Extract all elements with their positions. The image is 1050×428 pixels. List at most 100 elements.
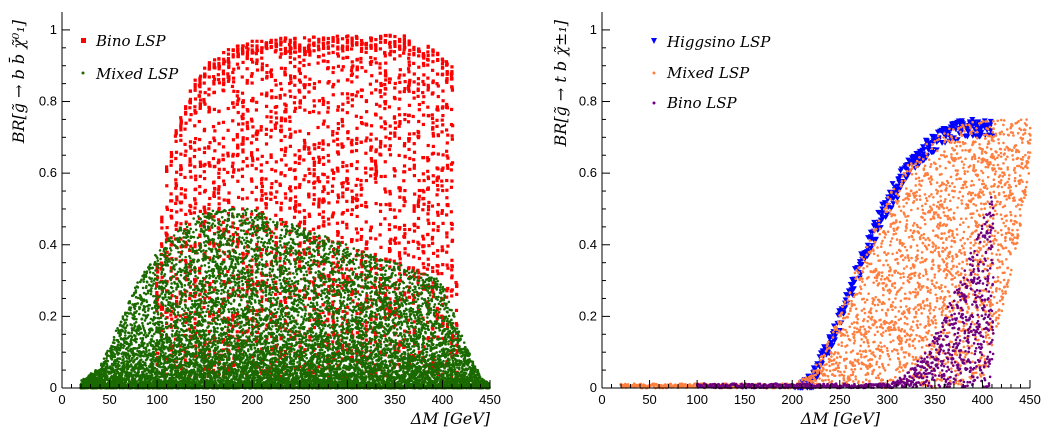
point	[374, 317, 378, 321]
point	[374, 102, 379, 106]
point	[183, 153, 187, 157]
point	[445, 188, 449, 192]
point	[359, 183, 363, 187]
point	[341, 348, 345, 352]
point	[297, 69, 301, 73]
point	[226, 48, 231, 52]
point	[251, 360, 255, 364]
point	[341, 210, 345, 215]
point	[174, 139, 178, 143]
point	[307, 195, 311, 199]
point	[350, 104, 354, 108]
point	[335, 200, 340, 204]
point	[426, 114, 430, 118]
point	[374, 45, 378, 49]
point	[355, 67, 359, 71]
point	[322, 119, 326, 123]
point	[227, 75, 231, 79]
point	[165, 207, 169, 212]
point	[374, 162, 378, 166]
point	[275, 190, 279, 194]
point	[217, 175, 221, 180]
point	[422, 178, 426, 183]
point	[354, 320, 359, 324]
point	[407, 266, 411, 270]
point	[431, 80, 435, 85]
point	[188, 157, 192, 161]
point	[327, 222, 331, 226]
point	[454, 280, 458, 285]
point	[283, 149, 287, 153]
point	[431, 281, 435, 285]
point	[440, 179, 444, 183]
point	[373, 330, 377, 335]
point	[449, 185, 454, 189]
point	[403, 247, 407, 251]
point	[321, 215, 325, 220]
point	[341, 56, 345, 60]
point	[207, 75, 211, 79]
point	[398, 54, 402, 58]
point	[322, 282, 326, 286]
point	[383, 54, 387, 58]
point	[392, 259, 396, 263]
point	[198, 83, 202, 88]
point	[440, 184, 444, 188]
point	[374, 169, 379, 173]
point	[216, 191, 221, 195]
point	[255, 44, 259, 48]
point	[256, 157, 260, 161]
point	[317, 199, 321, 203]
point	[274, 235, 278, 239]
point	[260, 273, 264, 277]
point	[427, 200, 431, 205]
point	[321, 197, 326, 201]
point	[360, 122, 364, 126]
point	[284, 306, 288, 310]
point	[157, 305, 161, 309]
point	[421, 122, 425, 127]
point	[397, 76, 401, 80]
point	[321, 139, 325, 143]
point	[174, 201, 178, 206]
point	[193, 245, 197, 249]
point	[192, 211, 197, 215]
point	[216, 226, 220, 230]
point	[179, 116, 183, 120]
point	[274, 44, 278, 48]
point	[331, 354, 335, 358]
point	[379, 277, 383, 281]
point	[431, 269, 435, 274]
point	[383, 160, 387, 164]
point	[193, 109, 197, 113]
point	[283, 93, 287, 97]
point	[148, 271, 152, 274]
point	[436, 314, 440, 318]
point	[440, 324, 444, 328]
point	[193, 124, 197, 128]
point	[397, 254, 402, 258]
point	[392, 167, 396, 171]
point	[373, 252, 377, 257]
point	[193, 85, 197, 89]
point	[260, 184, 265, 189]
point	[236, 227, 240, 231]
point	[255, 100, 259, 104]
point	[236, 51, 240, 55]
point	[402, 144, 407, 148]
point	[194, 284, 198, 288]
point	[427, 244, 431, 248]
point	[365, 136, 369, 140]
point	[298, 289, 302, 293]
point	[303, 215, 307, 220]
point	[388, 124, 392, 128]
point	[355, 311, 359, 316]
point	[446, 286, 450, 291]
point	[198, 164, 203, 169]
point	[421, 234, 425, 238]
point	[260, 307, 264, 311]
point	[317, 225, 321, 229]
point	[211, 317, 216, 321]
point	[156, 266, 160, 270]
point	[126, 352, 130, 356]
